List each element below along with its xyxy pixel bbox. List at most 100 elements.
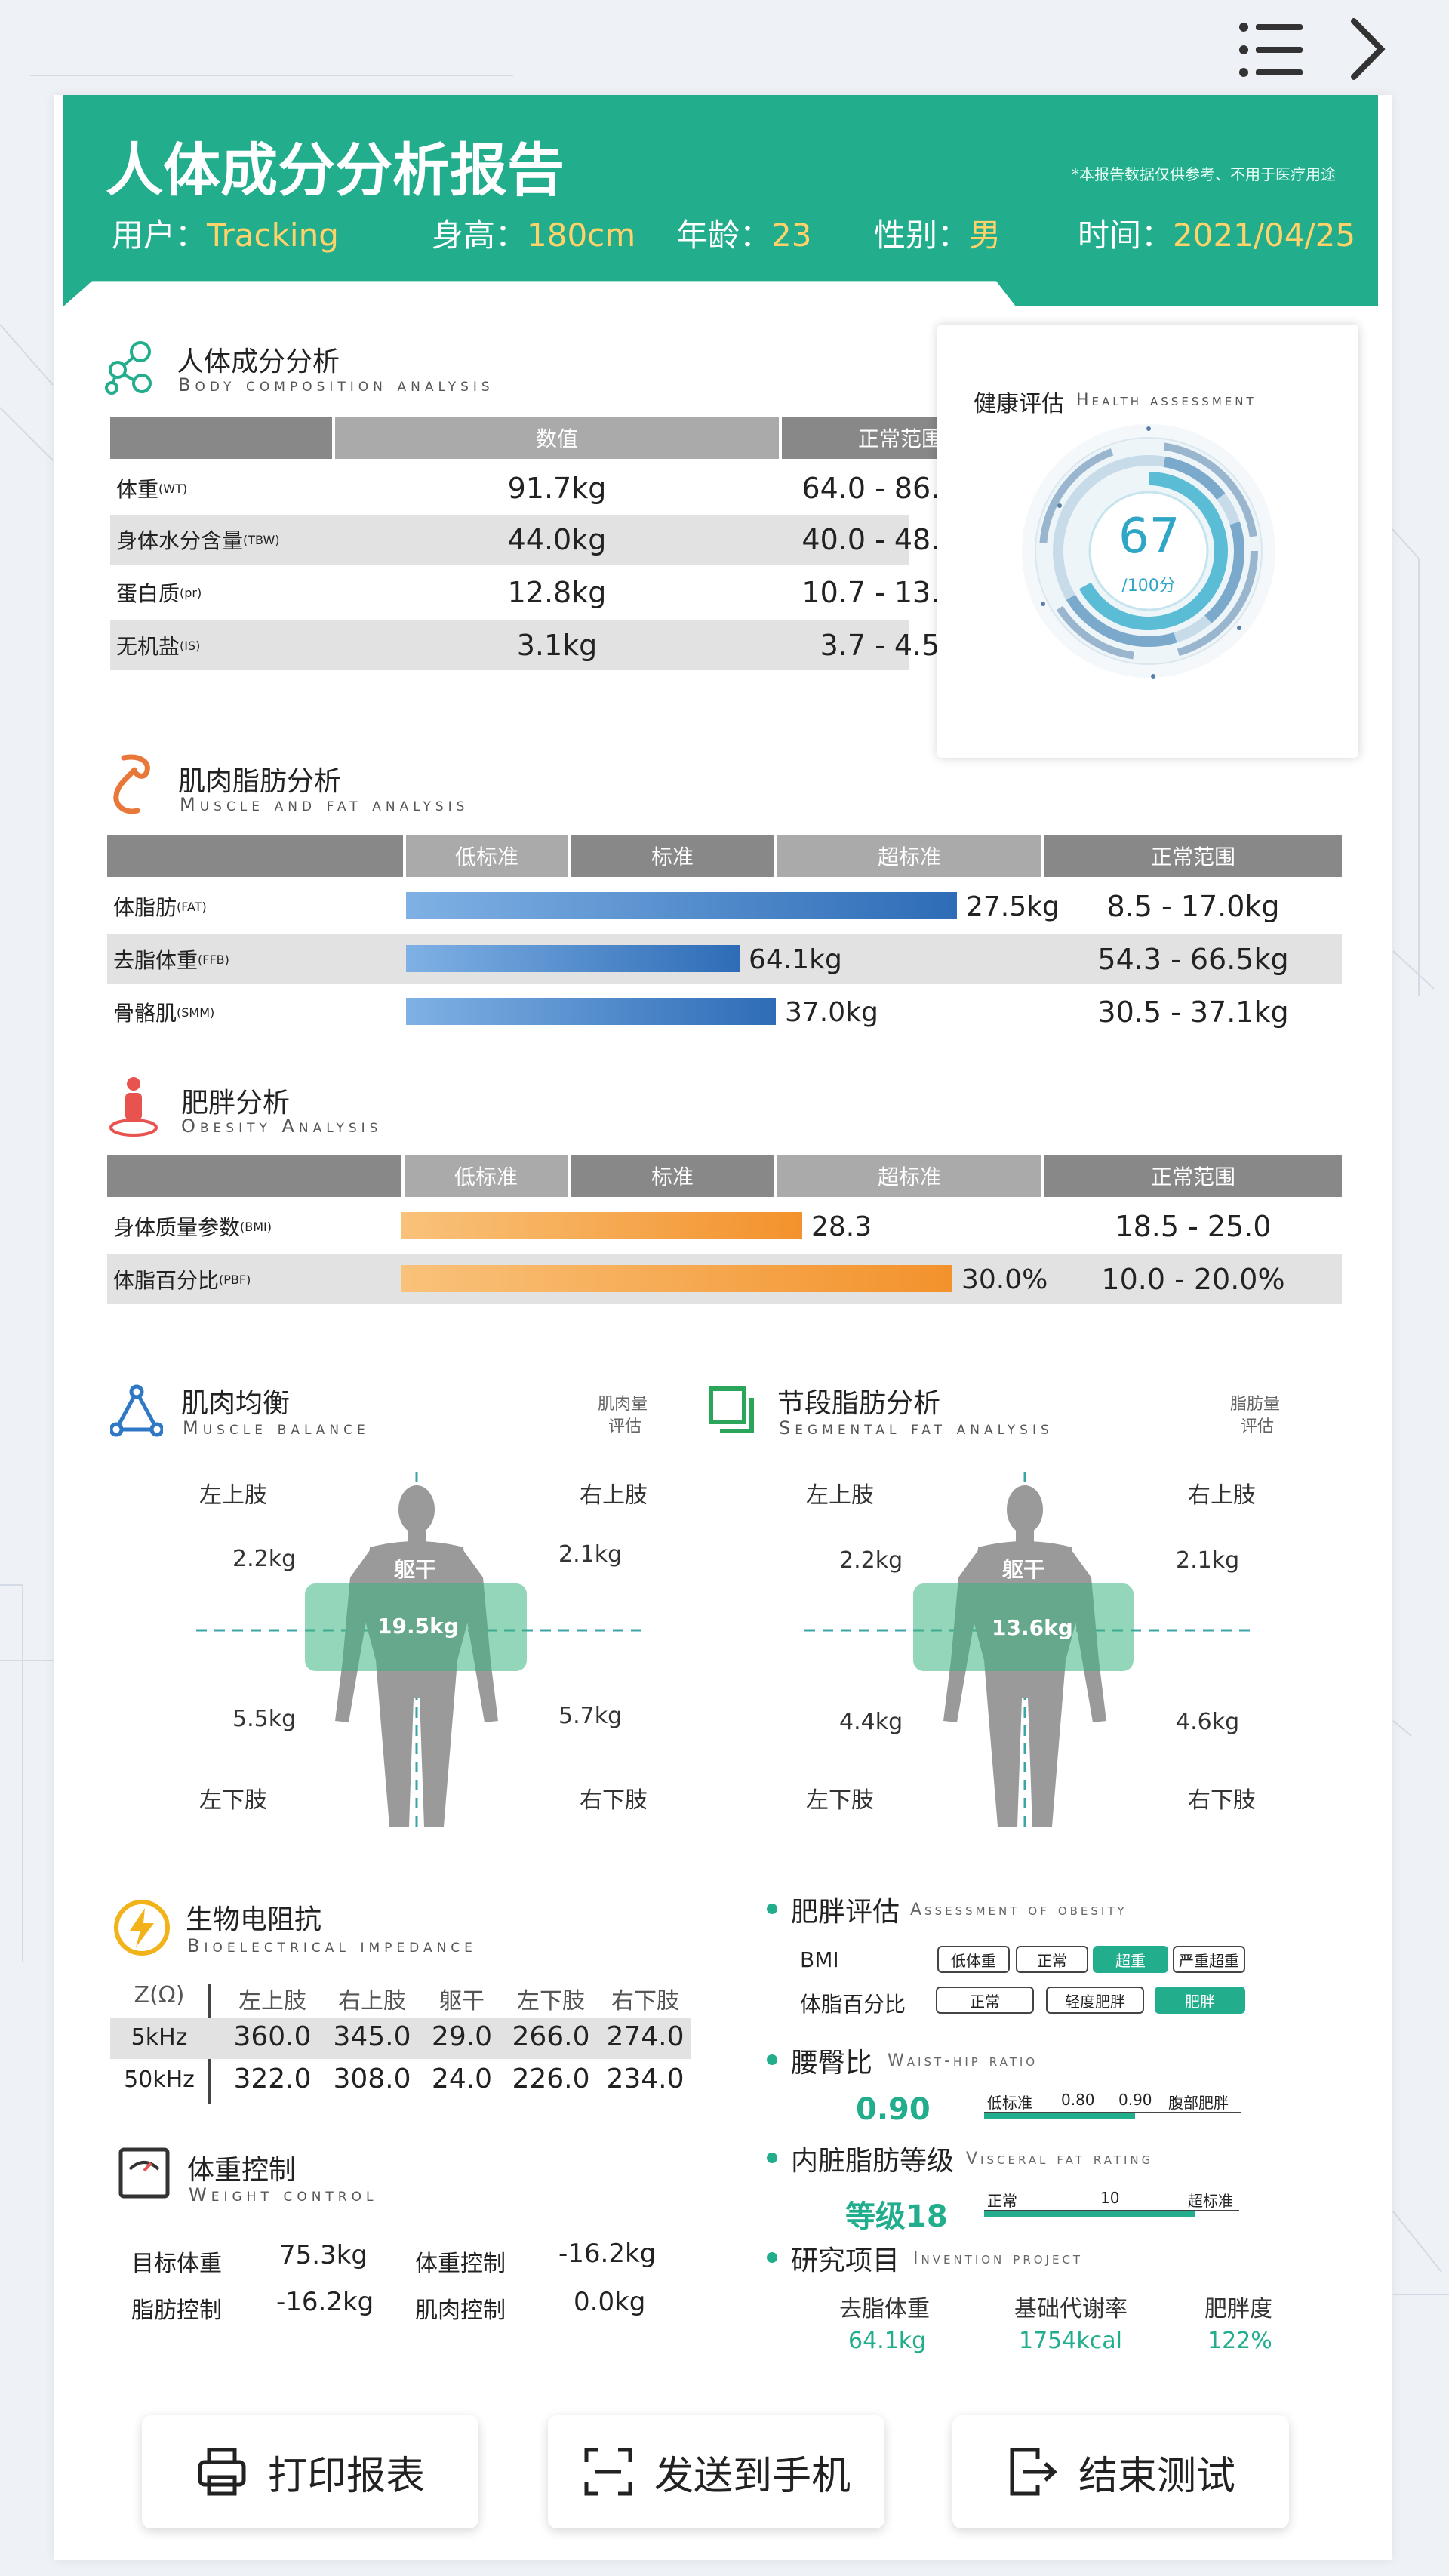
person-icon	[109, 1077, 158, 1137]
table-row: 骨骼肌 (SMM) 37.0kg 30.5 - 37.1kg	[107, 987, 1342, 1037]
scale-icon	[118, 2147, 170, 2199]
upper-left-value: 2.2kg	[839, 1547, 903, 1574]
muscle-fat-bar	[406, 945, 740, 972]
body-comp-table: 数值 正常范围 体重 (WT) 91.7kg 64.0 - 86.6kg 身体水分…	[110, 417, 1019, 676]
printer-icon	[198, 2448, 246, 2496]
impedance-table: Z(Ω) 左上肢 右上肢 躯干 左下肢 右下肢 5kHz 360.0 345.0 29.0 266.…	[110, 1971, 691, 2104]
obesity-table: 低标准 标准 超标准 正常范围 身体质量参数 (BMI) 28.3 18.5 - 25…	[107, 1155, 1342, 1306]
bmi-opts-option: 超重	[1093, 1946, 1168, 1973]
trunk-highlight	[913, 1583, 1134, 1671]
impedance-value: 24.0	[431, 2064, 493, 2094]
impedance-value: 226.0	[512, 2064, 590, 2094]
muscle-fat-range: 30.5 - 37.1kg	[1097, 996, 1289, 1029]
health-score-unit: /100分	[1121, 577, 1176, 596]
muscle-note-2: 评估	[608, 1417, 642, 1436]
whr-scale	[984, 2113, 1135, 2119]
health-assessment-card: 健康评估 Health assessment 67 /100分	[937, 325, 1358, 758]
muscle-fat-value: 64.1kg	[749, 943, 842, 975]
whr-value: 0.90	[856, 2092, 931, 2127]
chevron-right-icon[interactable]	[1343, 15, 1389, 83]
table-row: 体脂百分比 (PBF) 30.0% 10.0 - 20.0%	[107, 1254, 1342, 1304]
weight-control-value: -16.2kg	[558, 2239, 657, 2269]
health-subtitle: Health assessment	[1076, 391, 1257, 410]
time-info: 时间：2021/04/25	[1078, 217, 1356, 254]
visceral-value: 等级18	[845, 2199, 948, 2234]
research-item-value: 122%	[1208, 2328, 1272, 2354]
table-row: 身体水分含量 (TBW) 44.0kg 40.0 - 48.9kg	[110, 515, 993, 565]
upper-right-label: 右上肢	[580, 1482, 648, 1509]
trunk-label: 躯干	[394, 1557, 437, 1582]
lower-right-label: 右下肢	[580, 1787, 648, 1814]
weight-control-title: 体重控制	[187, 2155, 297, 2186]
end-test-button[interactable]: 结束测试	[952, 2415, 1289, 2528]
weight-control-label: 体重控制	[415, 2251, 506, 2277]
upper-right-label: 右上肢	[1188, 1482, 1256, 1509]
research-title: 研究项目	[791, 2245, 900, 2276]
document-icon	[709, 1386, 754, 1433]
obesity-assess-subtitle: Assessment of obesity	[910, 1900, 1128, 1919]
fat-control-value: -16.2kg	[276, 2287, 374, 2317]
obesity-subtitle: Obesity Analysis	[181, 1116, 383, 1137]
table-row: 体脂肪 (FAT) 27.5kg 8.5 - 17.0kg	[107, 882, 1342, 931]
muscle-fat-value: 37.0kg	[785, 996, 878, 1028]
obesity-assess-title: 肥胖评估	[791, 1897, 900, 1928]
impedance-value: 266.0	[512, 2021, 590, 2052]
trunk-value: 19.5kg	[377, 1614, 459, 1639]
table-row: 蛋白质 (pr) 12.8kg 10.7 - 13.1kg	[116, 576, 993, 609]
report-header	[63, 95, 1378, 306]
muscle-fat-range: 8.5 - 17.0kg	[1106, 890, 1280, 923]
lower-right-label: 右下肢	[1188, 1787, 1256, 1814]
muscle-fat-table: 低标准 标准 超标准 正常范围 体脂肪 (FAT) 27.5kg 8.5 - 17.0…	[107, 835, 1342, 1029]
impedance-col-header: 躯干	[439, 1988, 485, 2014]
lower-right-value: 4.6kg	[1176, 1709, 1240, 1735]
muscle-fat-bar	[406, 998, 776, 1025]
impedance-col-header: 右下肢	[611, 1988, 679, 2014]
pbf-opts-option: 肥胖	[1155, 1987, 1245, 2014]
bmi-opts-option: 严重超重	[1173, 1946, 1245, 1973]
menu-icon[interactable]	[1238, 21, 1306, 78]
user-info: 用户：Tracking	[112, 217, 339, 254]
height-info: 身高：180cm	[432, 217, 636, 254]
obesity-bar	[401, 1265, 952, 1292]
lightning-icon	[114, 1900, 170, 1956]
segment-fat-subtitle: Segmental fat analysis	[779, 1417, 1054, 1439]
trunk-highlight	[305, 1583, 527, 1671]
age-info: 年龄：23	[676, 217, 812, 254]
obesity-bar	[401, 1212, 802, 1239]
impedance-col-header: 左下肢	[517, 1988, 585, 2014]
research-item-label: 肥胖度	[1204, 2296, 1272, 2322]
impedance-freq: 5kHz	[131, 2024, 188, 2051]
upper-left-value: 2.2kg	[232, 1546, 297, 1572]
arm-muscle-icon	[113, 754, 150, 814]
body-comp-title: 人体成分分析	[177, 346, 340, 377]
visceral-scale	[984, 2211, 1195, 2217]
muscle-control-label: 肌肉控制	[415, 2297, 506, 2324]
table-row: 身体质量参数 (BMI) 28.3 18.5 - 25.0	[107, 1202, 1342, 1251]
gender-info: 性别：男	[874, 217, 1001, 254]
send-to-phone-button[interactable]: 发送到手机	[548, 2415, 884, 2528]
muscle-fat-value: 27.5kg	[966, 891, 1060, 922]
obesity-range: 18.5 - 25.0	[1115, 1210, 1272, 1243]
table-row: 无机盐 (IS) 3.1kg 3.7 - 4.5kg	[110, 620, 974, 670]
pbf-label: 体脂百分比	[800, 1992, 906, 2017]
muscle-balance-title: 肌肉均衡	[181, 1388, 291, 1419]
impedance-value: 322.0	[233, 2064, 312, 2094]
impedance-col-header: 右上肢	[338, 1988, 406, 2014]
obesity-value: 30.0%	[961, 1263, 1048, 1295]
table-header-value: 数值	[335, 417, 779, 459]
lower-left-label: 左下肢	[806, 1787, 874, 1814]
research-item-label: 去脂体重	[839, 2296, 930, 2322]
muscle-balance-subtitle: Muscle balance	[183, 1417, 370, 1439]
page-title: 人体成分分析报告	[106, 137, 565, 204]
table-row: 体重 (WT) 91.7kg 64.0 - 86.6kg	[116, 472, 993, 505]
whr-subtitle: Waist-hip ratio	[888, 2051, 1038, 2070]
triangle-nodes-icon	[110, 1384, 163, 1437]
impedance-value: 234.0	[606, 2064, 685, 2094]
print-report-button[interactable]: 打印报表	[142, 2415, 478, 2528]
research-item-value: 1754kcal	[1019, 2328, 1122, 2354]
upper-right-value: 2.1kg	[558, 1541, 623, 1568]
lower-right-value: 5.7kg	[558, 1703, 623, 1729]
weight-control-subtitle: Weight control	[189, 2184, 378, 2205]
impedance-value: 345.0	[333, 2021, 411, 2052]
impedance-value: 308.0	[333, 2064, 411, 2094]
